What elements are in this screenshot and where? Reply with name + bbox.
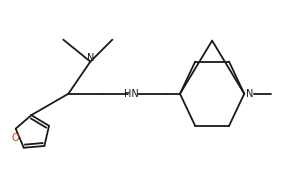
Text: O: O: [11, 133, 19, 143]
Text: N: N: [246, 89, 254, 99]
Text: HN: HN: [124, 89, 139, 99]
Text: N: N: [87, 53, 95, 63]
